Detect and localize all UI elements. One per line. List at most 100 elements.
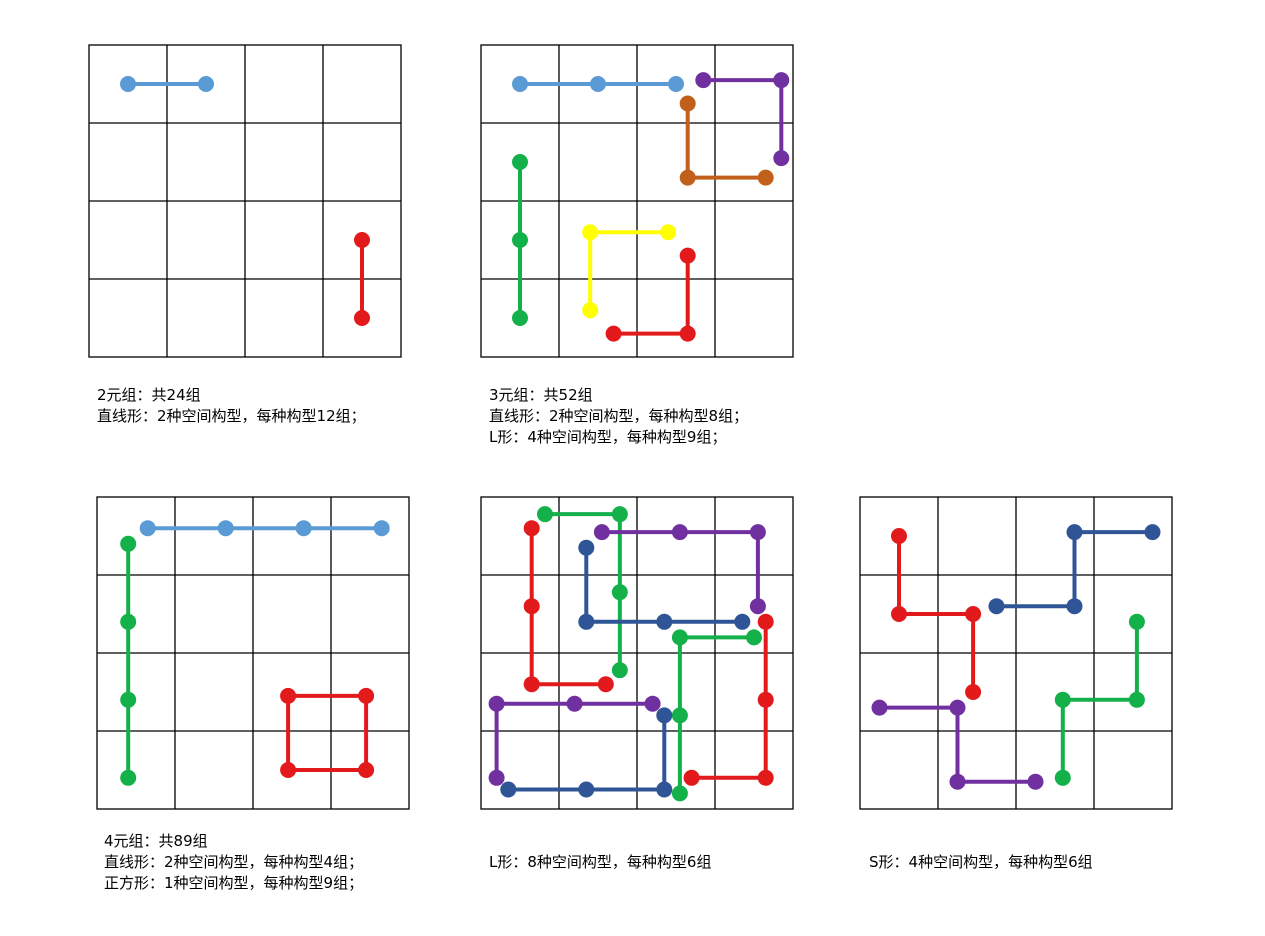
purple-connection-path [494,701,653,778]
navy-node [1066,598,1083,615]
purple-node [695,72,712,89]
navy-node [734,613,751,630]
purple-node [871,699,888,716]
red-connection-path [897,536,976,692]
navy-node [656,613,673,630]
green-node [536,506,553,523]
green-connection-path [677,635,754,794]
caption-line: S形：4种空间构型，每种构型6组 [869,853,1093,871]
navy-node [578,539,595,556]
navy-connection-path [996,530,1153,609]
green-node [512,154,528,170]
light-blue-node [512,76,528,92]
purple-node [749,524,766,541]
red-node [757,769,774,786]
purple-node [488,769,505,786]
green-node [1128,613,1145,630]
purple-node [1027,773,1044,790]
light-blue-node [295,520,312,537]
caption-line: 直线形：2种空间构型，每种构型4组； [104,853,364,871]
brown-node [679,169,696,186]
caption-line: 3元组：共52组 [489,386,593,404]
red-connection-path [613,255,690,336]
red-node [757,691,774,708]
light-blue-node [120,76,136,92]
brown-node [679,95,696,112]
light-blue-node [139,520,156,537]
green-node [746,629,762,646]
red-connection-path [691,621,768,780]
light-blue-node [590,76,606,92]
purple-node [566,695,583,712]
green-node [611,662,628,679]
brown-node [757,169,774,186]
navy-connection-path [584,547,743,624]
green-node [611,584,628,601]
yellow-connection-path [588,230,669,311]
red-node [683,769,700,786]
green-node [120,535,137,552]
green-node [120,613,137,630]
purple-node [671,524,688,541]
green-node [120,769,137,786]
red-node [597,676,614,693]
red-node [280,687,297,704]
yellow-node [660,224,677,241]
red-node [965,606,982,622]
green-node [1128,691,1145,708]
green-node [671,707,688,724]
panel-2-element-caption: 2元组：共24组 直线形：2种空间构型，每种构型12组； [97,385,366,427]
red-node [358,687,375,704]
red-node [523,676,540,693]
red-node [679,247,696,264]
green-node [120,691,137,708]
caption-line: 4元组：共89组 [104,832,208,850]
panel-4-element-line-square-caption: 4元组：共89组直线形：2种空间构型，每种构型4组； 正方形：1种空间构型，每种构… [104,831,363,894]
purple-node [644,695,661,712]
green-connection-path [1060,621,1139,778]
red-node [891,606,907,622]
purple-node [749,598,766,615]
red-node [757,613,774,630]
green-node [671,629,688,646]
navy-node [578,781,595,798]
red-node [523,520,540,537]
light-blue-node [198,76,214,92]
green-node [512,232,528,248]
caption-line: 直线形：2种空间构型，每种构型8组； [489,407,749,425]
caption-line: 正方形：1种空间构型，每种构型9组； [104,874,364,892]
panel-2-element [88,44,402,358]
red-node [605,325,622,342]
brown-connection-path [685,103,766,180]
navy-node [656,707,673,724]
red-node [354,232,370,248]
green-node [1054,691,1071,708]
red-node [523,598,540,615]
purple-node [593,524,610,541]
navy-node [500,781,517,798]
panel-3-element-caption: 3元组：共52组直线形：2种空间构型，每种构型8组； L形：4种空间构型，每种构型… [489,385,748,448]
caption-line: L形：8种空间构型，每种构型6组 [489,853,712,871]
purple-connection-path [879,705,1036,784]
green-connection-path [544,512,622,671]
red-node [354,310,370,326]
navy-connection-path [508,715,667,792]
panel-4-element-l-shape-caption: L形：8种空间构型，每种构型6组 [489,852,711,873]
green-node [512,310,528,326]
purple-node [949,699,966,716]
caption-line: L形：4种空间构型，每种构型9组； [489,428,727,446]
navy-node [1066,524,1083,541]
red-connection-path [286,693,369,772]
navy-node [656,781,673,798]
purple-node [949,773,966,790]
navy-node [578,613,595,630]
purple-node [488,695,505,712]
red-node [679,325,696,342]
purple-connection-path [601,530,760,607]
panel-4-element-line-square [96,496,410,810]
light-blue-node [668,76,684,92]
red-node [891,528,907,544]
red-node [280,762,297,778]
green-node [1054,769,1071,786]
